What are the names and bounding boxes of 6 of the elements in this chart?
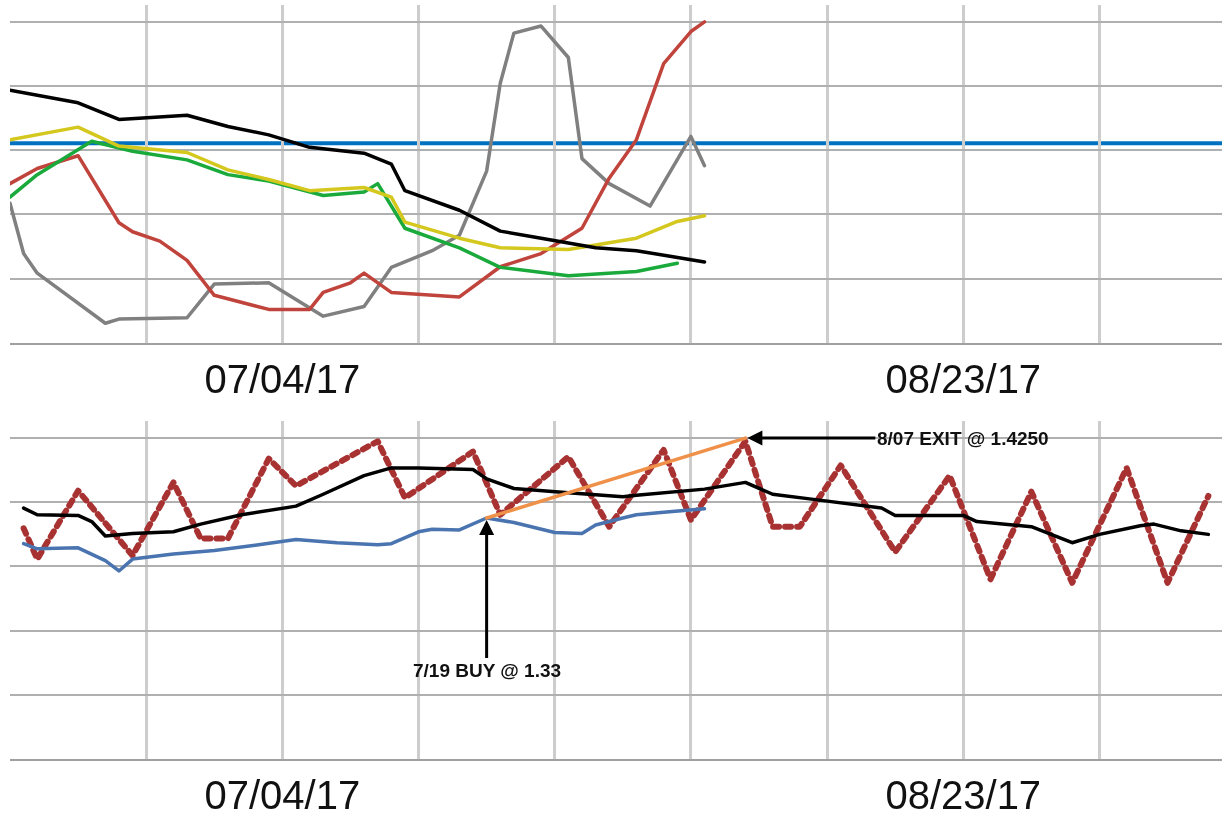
x-tick-label: 07/04/17 — [204, 356, 361, 401]
x-tick-label: 07/04/17 — [204, 773, 361, 817]
x-tick-label: 08/23/17 — [885, 356, 1042, 401]
x-tick-label: 08/23/17 — [885, 773, 1042, 817]
annotation: 8/07 EXIT @ 1.4250 — [877, 428, 1049, 449]
annotation: 7/19 BUY @ 1.33 — [413, 660, 562, 681]
